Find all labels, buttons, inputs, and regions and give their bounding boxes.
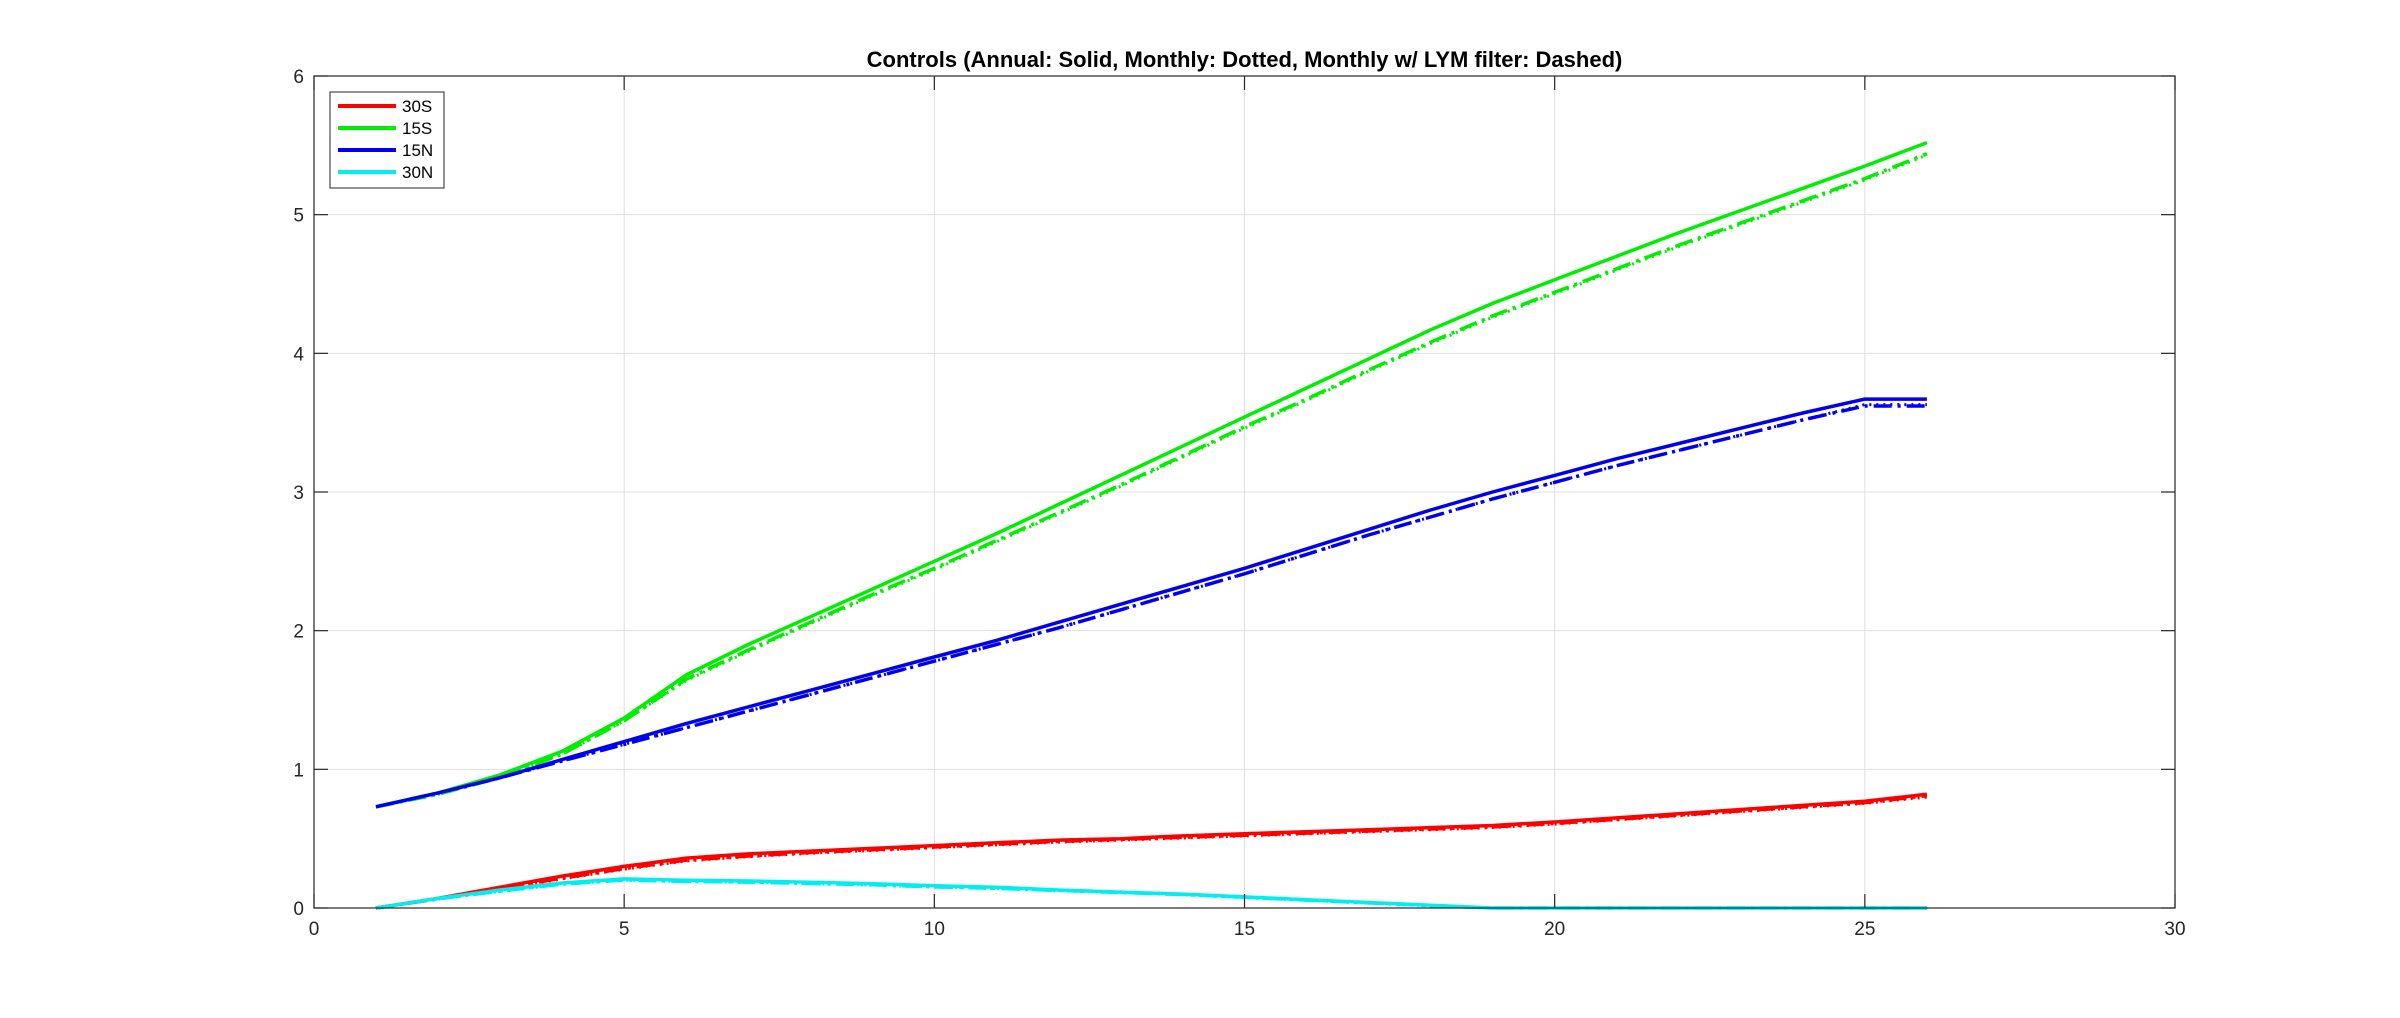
chart-title: Controls (Annual: Solid, Monthly: Dotted… — [867, 47, 1623, 72]
x-tick-label: 10 — [924, 919, 945, 940]
y-tick-label: 4 — [293, 344, 304, 365]
y-tick-label: 2 — [293, 622, 304, 643]
y-tick-label: 3 — [293, 483, 304, 504]
ticks: 0 5 10 15 20 25 30 0 1 2 3 4 5 6 — [293, 67, 2185, 940]
series-line-15S-solid — [375, 140, 1928, 809]
legend-label-15S: 15S — [402, 119, 432, 138]
series-line-15S-dotted — [375, 153, 1928, 809]
x-tick-label: 0 — [309, 919, 320, 940]
y-tick-label: 1 — [293, 760, 304, 781]
x-tick-label: 30 — [2164, 919, 2185, 940]
y-tick-label: 0 — [293, 899, 304, 920]
series-line-15N-solid — [375, 397, 1927, 809]
x-tick-label: 5 — [619, 919, 630, 940]
legend: 30S 15S 15N 30N — [329, 91, 445, 189]
legend-label-30S: 30S — [402, 97, 432, 116]
y-tick-label: 6 — [293, 67, 304, 88]
legend-label-30N: 30N — [402, 163, 433, 182]
grid — [314, 76, 2175, 908]
x-tick-label: 20 — [1544, 919, 1565, 940]
x-tick-label: 15 — [1234, 919, 1255, 940]
series-line-30S-solid — [375, 792, 1928, 910]
y-tick-label: 5 — [293, 206, 304, 227]
x-tick-label: 25 — [1854, 919, 1875, 940]
series-line-15N-dashed — [375, 404, 1927, 809]
legend-label-15N: 15N — [402, 141, 433, 160]
series-line-15S-dashed — [375, 152, 1928, 809]
